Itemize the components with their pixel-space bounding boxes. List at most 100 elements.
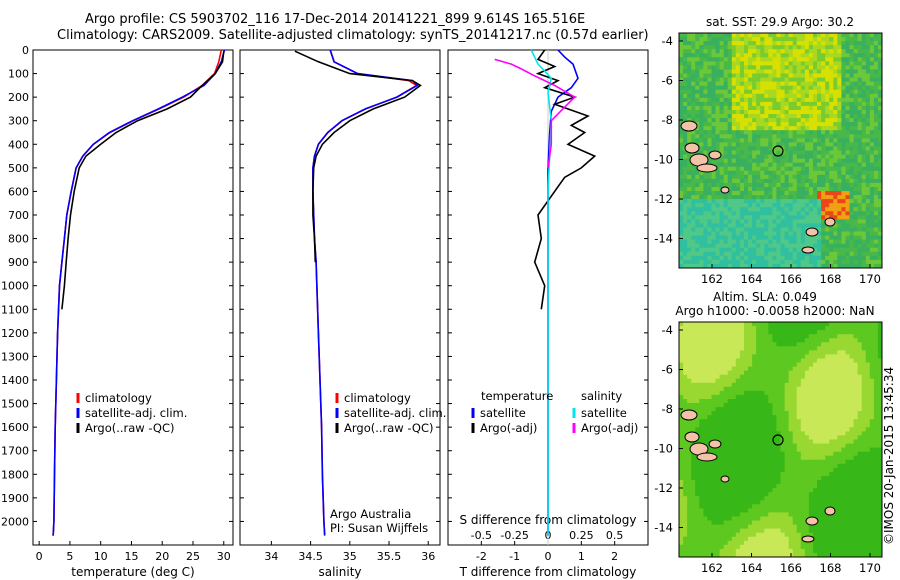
map-cell — [808, 330, 814, 335]
map-cell — [869, 455, 875, 461]
map-cell — [833, 130, 838, 135]
map-cell — [731, 231, 737, 237]
map-cell — [780, 247, 786, 253]
map-cell — [764, 370, 769, 376]
map-cell — [764, 187, 769, 192]
map-cell — [788, 322, 794, 327]
map-cell — [841, 394, 847, 400]
map-cell — [865, 45, 871, 50]
map-cell — [683, 57, 688, 62]
map-cell — [796, 439, 802, 445]
map-cell — [687, 378, 692, 384]
map-cell — [813, 447, 818, 453]
map-cell — [813, 463, 818, 469]
map-cell — [784, 69, 790, 75]
map-cell — [764, 354, 769, 360]
map-cell — [833, 431, 838, 437]
map-cell — [703, 37, 709, 42]
map-cell — [829, 207, 834, 212]
map-cell — [833, 114, 838, 119]
map-cell — [739, 134, 745, 139]
map-cell — [829, 239, 834, 245]
x2-tick-label: 0.5 — [606, 529, 624, 542]
map-cell — [699, 251, 704, 257]
map-cell — [845, 439, 851, 445]
map-cell — [719, 146, 725, 152]
map-cell — [735, 146, 741, 152]
map-cell — [703, 114, 709, 119]
map-cell — [829, 166, 834, 172]
map-cell — [829, 178, 834, 184]
map-cell — [813, 326, 818, 331]
map-cell — [699, 467, 704, 473]
map-cell — [776, 49, 782, 54]
map-cell — [829, 158, 834, 164]
map-cell — [703, 77, 709, 83]
map-cell — [825, 263, 830, 268]
map-cell — [821, 415, 826, 420]
plot-frame — [32, 49, 234, 546]
map-cell — [679, 366, 684, 372]
map-cell — [699, 463, 704, 469]
map-cell — [873, 263, 879, 268]
map-cell — [727, 427, 733, 432]
map-cell — [699, 231, 704, 237]
map-cell — [849, 423, 855, 428]
map-cell — [877, 386, 882, 392]
map-cell — [784, 73, 790, 79]
map-cell — [760, 77, 765, 83]
map-cell — [748, 342, 753, 347]
map-cell — [772, 374, 778, 380]
map-cell — [699, 358, 704, 364]
map-cell — [800, 93, 806, 99]
map-cell — [776, 411, 782, 416]
map-cell — [845, 77, 851, 83]
map-cell — [703, 187, 709, 192]
map-cell — [752, 451, 757, 457]
map-cell — [877, 81, 882, 87]
map-sst — [679, 33, 882, 268]
map-cell — [723, 394, 729, 400]
map-cell — [869, 215, 875, 220]
map-cell — [752, 122, 757, 127]
map-cell — [849, 174, 855, 180]
map-cell — [695, 73, 700, 79]
map-y-tick-label: -8 — [662, 113, 673, 127]
map-cell — [865, 97, 871, 103]
map-cell — [768, 370, 773, 376]
map-cell — [784, 41, 790, 46]
map-cell — [869, 57, 875, 62]
map-cell — [707, 358, 713, 364]
map-cell — [853, 187, 859, 192]
map-cell — [788, 235, 794, 241]
map-cell — [833, 459, 838, 465]
map-cell — [776, 378, 782, 384]
map-cell — [748, 338, 753, 343]
map-cell — [683, 243, 688, 249]
map-cell — [699, 326, 704, 331]
map-cell — [833, 439, 838, 445]
map-cell — [699, 182, 704, 188]
map-cell — [813, 459, 818, 465]
map-cell — [861, 41, 867, 46]
map-cell — [800, 358, 806, 364]
map-cell — [792, 394, 798, 400]
map-cell — [752, 362, 757, 368]
map-cell — [796, 89, 802, 95]
map-cell — [804, 362, 810, 368]
map-cell — [752, 191, 757, 196]
map-cell — [833, 378, 838, 384]
map-cell — [853, 447, 859, 453]
map-cell — [772, 431, 778, 437]
legend-label: satellite-adj. clim. — [344, 406, 446, 420]
map-cell — [792, 439, 798, 445]
map-cell — [776, 150, 782, 156]
map-cell — [683, 69, 688, 75]
map-cell — [744, 41, 749, 46]
map-cell — [744, 463, 749, 469]
map-cell — [731, 334, 737, 339]
map-cell — [752, 338, 757, 343]
map-cell — [841, 178, 847, 184]
map-cell — [817, 203, 822, 208]
map-cell — [877, 199, 882, 204]
